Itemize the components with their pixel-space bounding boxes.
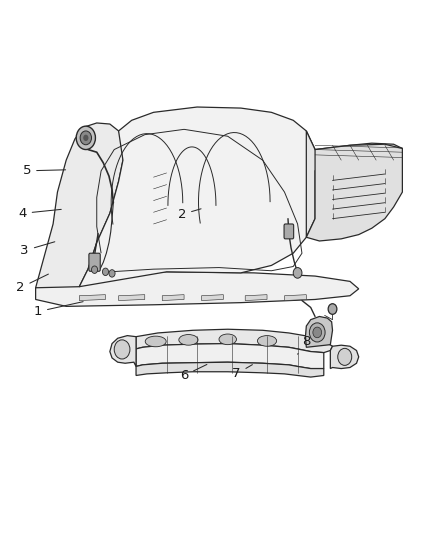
Text: 8: 8 [297,335,311,354]
Polygon shape [119,295,145,301]
Ellipse shape [179,335,198,345]
Circle shape [102,268,109,276]
Ellipse shape [219,334,237,345]
Circle shape [338,349,352,366]
Circle shape [76,126,95,150]
Polygon shape [306,144,403,241]
Polygon shape [305,317,332,348]
Circle shape [109,270,115,277]
Text: 2: 2 [16,274,49,294]
Text: 2: 2 [178,208,201,221]
Polygon shape [245,295,267,301]
Polygon shape [201,295,223,301]
Polygon shape [330,345,359,368]
Text: 6: 6 [180,365,207,382]
Circle shape [293,268,302,278]
Ellipse shape [145,336,166,347]
Polygon shape [79,107,319,287]
FancyBboxPatch shape [284,224,293,239]
Polygon shape [136,344,324,368]
Ellipse shape [258,336,277,346]
Circle shape [309,323,325,342]
Polygon shape [306,131,403,237]
Polygon shape [136,362,324,377]
Circle shape [92,266,98,273]
Text: 7: 7 [232,365,252,381]
Polygon shape [79,295,106,301]
Polygon shape [110,336,136,367]
Circle shape [313,327,321,338]
Polygon shape [35,272,359,306]
Polygon shape [35,123,123,288]
Text: 5: 5 [23,164,66,177]
FancyBboxPatch shape [89,253,100,271]
Polygon shape [162,295,184,301]
Text: 1: 1 [34,302,83,318]
Polygon shape [136,329,332,353]
Circle shape [328,304,337,314]
Circle shape [80,131,92,145]
Text: 3: 3 [21,242,55,257]
Circle shape [83,135,88,141]
Text: 4: 4 [18,207,61,220]
Circle shape [114,340,130,359]
Polygon shape [285,295,306,301]
